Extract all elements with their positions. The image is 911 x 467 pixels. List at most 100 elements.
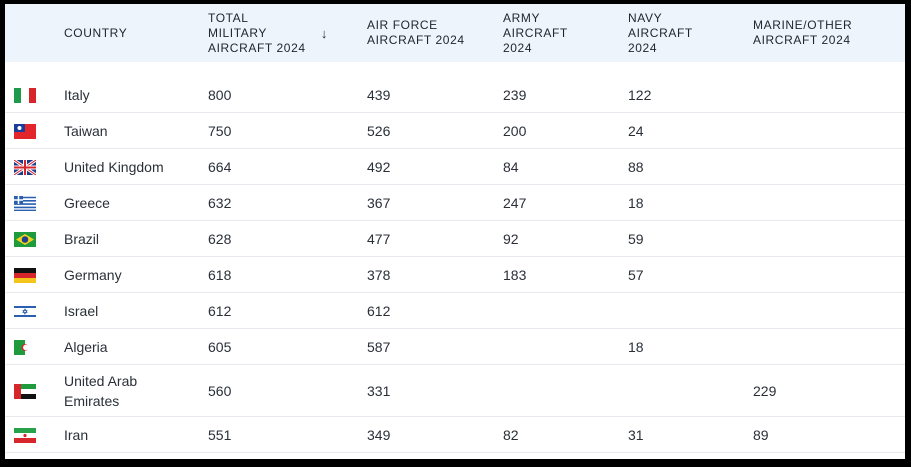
- cell-text: 89: [753, 426, 769, 443]
- cell-text: 378: [367, 266, 391, 283]
- cell-value: 88: [628, 149, 708, 184]
- flag-icon: [14, 195, 36, 211]
- cell-value: 664: [208, 149, 328, 184]
- cell-text: Iran: [64, 426, 89, 443]
- cell-text: 122: [628, 86, 652, 103]
- table-row: Germany 618 378 183 57: [5, 257, 905, 293]
- table-row: United Kingdom 664 492 84 88: [5, 149, 905, 185]
- cell-value: 239: [503, 77, 583, 112]
- cell-text: 492: [367, 158, 391, 175]
- table-header: COUNTRY TOTAL MILITARY AIRCRAFT 2024 ↓ AIR …: [5, 4, 905, 62]
- country-name: Greece: [64, 185, 164, 220]
- cell-value: 84: [503, 149, 583, 184]
- cell-text: 229: [753, 382, 777, 399]
- cell-text: 477: [367, 230, 391, 247]
- column-header: ARMY AIRCRAFT 2024: [503, 4, 583, 62]
- cell-text: 57: [628, 266, 644, 283]
- cell-value: 378: [367, 257, 477, 292]
- table-row: Brazil 628 477 92 59: [5, 221, 905, 257]
- flag-icon: [14, 267, 36, 283]
- cell-text: 82: [503, 426, 519, 443]
- column-header: AIR FORCE AIRCRAFT 2024: [367, 4, 477, 62]
- cell-value: 551: [208, 417, 328, 452]
- cell-value: 18: [628, 329, 708, 364]
- cell-text: 632: [208, 194, 232, 211]
- cell-text: Italy: [64, 86, 90, 103]
- cell-value: 800: [208, 77, 328, 112]
- cell-text: Germany: [64, 266, 122, 283]
- flag-icon: [14, 383, 36, 399]
- cell-text: 750: [208, 122, 232, 139]
- cell-value: 59: [628, 221, 708, 256]
- cell-value: 632: [208, 185, 328, 220]
- cell-value: 122: [628, 77, 708, 112]
- country-name: United Arab Emirates: [64, 365, 164, 416]
- cell-text: 526: [367, 122, 391, 139]
- cell-text: Israel: [64, 302, 99, 319]
- flag-icon: [14, 231, 36, 247]
- table-row: Iran 551 349 82 31 89: [5, 417, 905, 453]
- cell-value: 92: [503, 221, 583, 256]
- cell-value: 247: [503, 185, 583, 220]
- table-row: Taiwan 750 526 200 24: [5, 113, 905, 149]
- column-header: COUNTRY: [64, 4, 194, 62]
- flag-icon: [14, 159, 36, 175]
- cell-value: 229: [753, 365, 883, 416]
- cell-text: 88: [628, 158, 644, 175]
- cell-value: 349: [367, 417, 477, 452]
- cell-value: 612: [367, 293, 477, 328]
- cell-value: 18: [628, 185, 708, 220]
- cell-value: 560: [208, 365, 328, 416]
- cell-text: 92: [503, 230, 519, 247]
- column-header-text: TOTAL MILITARY AIRCRAFT 2024: [208, 10, 306, 55]
- column-header: MARINE/OTHER AIRCRAFT 2024: [753, 4, 883, 62]
- cell-text: 560: [208, 382, 232, 399]
- cell-text: 618: [208, 266, 232, 283]
- column-header-text: AIR FORCE AIRCRAFT 2024: [367, 18, 465, 47]
- country-name: Algeria: [64, 329, 164, 364]
- table-row: Israel 612 612: [5, 293, 905, 329]
- country-name: Germany: [64, 257, 164, 292]
- cell-value: 587: [367, 329, 477, 364]
- column-header-text: MARINE/OTHER AIRCRAFT 2024: [753, 18, 853, 47]
- cell-value: 526: [367, 113, 477, 148]
- cell-value: 367: [367, 185, 477, 220]
- cell-value: 612: [208, 293, 328, 328]
- cell-value: 82: [503, 417, 583, 452]
- flag-icon: [14, 87, 36, 103]
- cell-text: 239: [503, 86, 527, 103]
- cell-text: 18: [628, 194, 644, 211]
- cell-text: 24: [628, 122, 644, 139]
- cell-text: 59: [628, 230, 644, 247]
- cell-text: 331: [367, 382, 391, 399]
- cell-value: 492: [367, 149, 477, 184]
- cell-text: 84: [503, 158, 519, 175]
- cell-text: United Kingdom: [64, 158, 164, 175]
- cell-text: United Arab Emirates: [64, 372, 138, 409]
- cell-value: 331: [367, 365, 477, 416]
- cell-text: 605: [208, 338, 232, 355]
- cell-text: 367: [367, 194, 391, 211]
- cell-value: 618: [208, 257, 328, 292]
- cell-value: 605: [208, 329, 328, 364]
- sort-indicator[interactable]: ↓: [320, 25, 328, 41]
- cell-value: 200: [503, 113, 583, 148]
- cell-text: 628: [208, 230, 232, 247]
- table: Italy 800 439 239 122 Taiwan 750 526 200 24 United…: [5, 4, 905, 459]
- cell-value: 31: [628, 417, 708, 452]
- column-header-text: COUNTRY: [64, 25, 128, 40]
- country-name: Brazil: [64, 221, 164, 256]
- cell-value: 750: [208, 113, 328, 148]
- cell-value: 89: [753, 417, 883, 452]
- column-header[interactable]: TOTAL MILITARY AIRCRAFT 2024 ↓: [208, 4, 328, 62]
- cell-text: 612: [367, 302, 391, 319]
- cell-text: 587: [367, 338, 391, 355]
- cell-text: 200: [503, 122, 527, 139]
- column-header: NAVY AIRCRAFT 2024: [628, 4, 708, 62]
- cell-text: 31: [628, 426, 644, 443]
- table-row: Italy 800 439 239 122: [5, 77, 905, 113]
- cell-text: Algeria: [64, 338, 108, 355]
- country-name: Italy: [64, 77, 164, 112]
- cell-text: 551: [208, 426, 232, 443]
